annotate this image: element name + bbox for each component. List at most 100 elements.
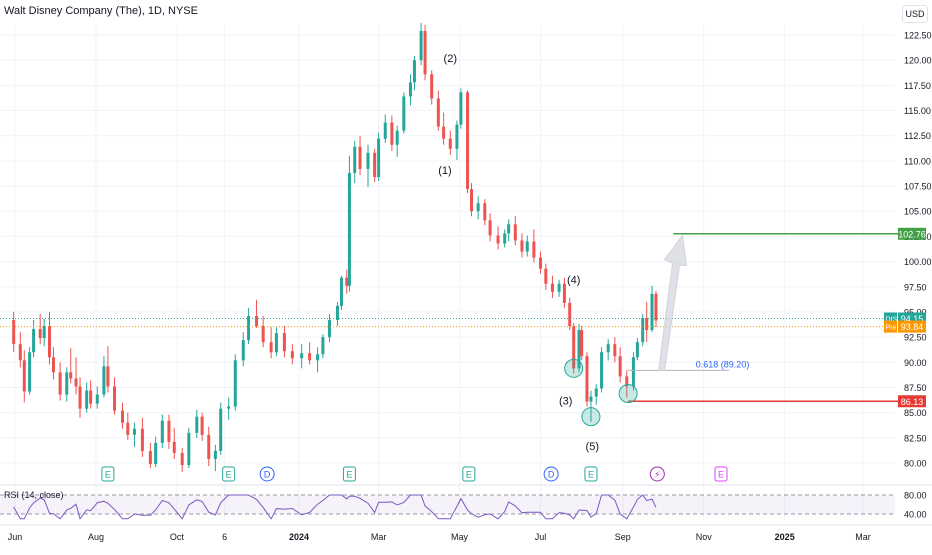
candle-body xyxy=(488,220,492,236)
candle-body xyxy=(635,342,639,358)
projection-arrow xyxy=(658,234,688,371)
candle-body xyxy=(373,152,377,177)
candle-body xyxy=(572,326,576,369)
y-tick-label: 95.00 xyxy=(904,307,927,317)
candle-body xyxy=(290,351,294,359)
candle-body xyxy=(600,352,604,389)
level-label: 86.13 xyxy=(901,397,924,407)
y-tick-label: 110.00 xyxy=(904,156,931,166)
pivot-circle xyxy=(581,407,601,427)
rsi-band xyxy=(0,495,895,514)
candle-body xyxy=(48,326,52,358)
candle-body xyxy=(585,356,589,402)
y-tick-label: 92.50 xyxy=(904,333,927,343)
candle-body xyxy=(207,434,211,459)
candle-body xyxy=(436,98,440,127)
x-tick-label: Jun xyxy=(8,532,23,542)
candle-body xyxy=(618,356,622,377)
candle-body xyxy=(308,353,312,361)
candle-body xyxy=(65,372,69,395)
candle-body xyxy=(32,329,36,353)
candle-body xyxy=(22,360,26,392)
x-tick-label: 2025 xyxy=(775,532,795,542)
candle-body xyxy=(366,152,370,169)
candle-body xyxy=(577,330,581,369)
candle-body xyxy=(148,450,152,465)
candle-body xyxy=(645,317,649,331)
price-tag-label: DIS xyxy=(886,317,898,324)
candle-body xyxy=(402,96,406,131)
pivot-circle xyxy=(618,384,638,404)
price-tag-box xyxy=(884,320,897,333)
candle-body xyxy=(335,305,339,320)
candle-body xyxy=(241,340,245,361)
y-tick-label: 112.50 xyxy=(904,131,931,141)
candle-body xyxy=(282,333,286,352)
rsi-tick-label: 80.00 xyxy=(904,491,927,501)
wave-label: (1) xyxy=(438,165,451,177)
y-tick-label: 100.00 xyxy=(904,257,932,267)
candle-body xyxy=(106,366,110,387)
candle-body xyxy=(316,354,320,361)
wave-label: (4) xyxy=(567,275,580,287)
candle-body xyxy=(353,146,357,173)
candle-body xyxy=(328,319,332,338)
candle-body xyxy=(269,342,273,353)
candle-body xyxy=(227,406,231,409)
candle-body xyxy=(358,146,362,169)
candle-body xyxy=(300,353,304,359)
candle-body xyxy=(650,293,654,331)
candle-body xyxy=(347,172,351,286)
pivot-circle xyxy=(564,358,584,378)
candle-body xyxy=(172,441,176,453)
x-tick-label: Nov xyxy=(696,532,713,542)
x-tick-label: May xyxy=(451,532,469,542)
x-tick-label: Mar xyxy=(855,532,871,542)
level-label-box xyxy=(898,227,926,240)
candle-body xyxy=(544,268,548,284)
event-marker-label: D xyxy=(548,470,555,480)
candle-body xyxy=(58,372,62,395)
x-tick-label: Mar xyxy=(371,532,387,542)
candle-body xyxy=(507,224,511,234)
event-marker-circle xyxy=(543,466,559,482)
candle-body xyxy=(496,235,500,244)
candle-body xyxy=(167,420,171,442)
candle-body xyxy=(448,138,452,149)
candle-body xyxy=(589,396,593,402)
candle-body xyxy=(154,442,158,465)
candle-body xyxy=(78,386,82,409)
candle-body xyxy=(466,92,470,190)
candle-body xyxy=(38,329,42,339)
candle-body xyxy=(200,416,204,435)
event-marker-label: E xyxy=(346,470,352,480)
x-tick-label: Sep xyxy=(615,532,631,542)
candle-body xyxy=(503,233,507,244)
candle-body xyxy=(160,420,164,443)
candle-body xyxy=(102,366,106,395)
currency-button[interactable]: USD xyxy=(902,5,928,23)
candle-body xyxy=(631,357,635,387)
rsi-tick-label: 40.00 xyxy=(904,510,927,520)
candle-body xyxy=(483,203,487,221)
candle-body xyxy=(455,124,459,149)
event-marker-label: ⚡ xyxy=(654,470,660,480)
candle-body xyxy=(42,326,46,339)
candle-body xyxy=(180,452,184,466)
price-label-box xyxy=(898,320,926,333)
event-marker-box xyxy=(462,466,476,482)
candle-body xyxy=(187,432,191,466)
y-tick-label: 120.00 xyxy=(904,56,932,66)
candle-body xyxy=(520,240,524,252)
candle-body xyxy=(568,302,572,327)
x-tick-label: Aug xyxy=(88,532,104,542)
candle-body xyxy=(594,388,598,397)
candle-body xyxy=(539,257,543,269)
candle-body xyxy=(442,126,446,139)
candle-body xyxy=(383,122,387,139)
price-label-value: 93.84 xyxy=(901,322,924,332)
candle-body xyxy=(476,203,480,212)
candle-body xyxy=(430,74,434,99)
event-marker-box xyxy=(222,466,236,482)
